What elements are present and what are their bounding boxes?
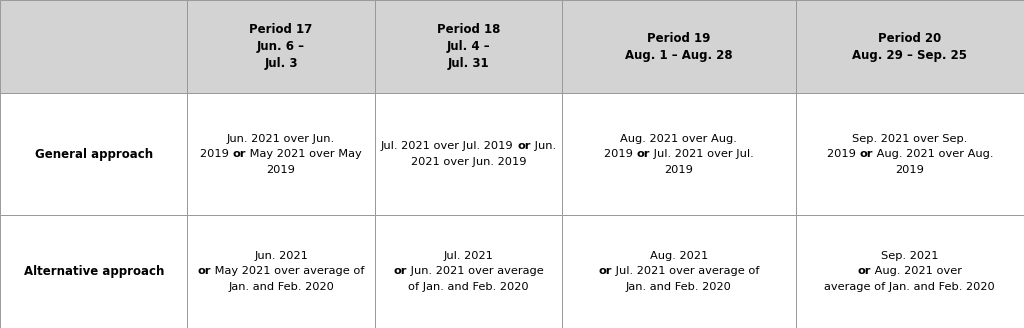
- Bar: [0, 93, 187, 215]
- Text: or: or: [198, 266, 211, 277]
- Text: or: or: [232, 149, 246, 159]
- Bar: [375, 0, 562, 93]
- Text: Jul. 2021: Jul. 2021: [443, 251, 494, 261]
- Bar: [187, 0, 375, 93]
- Text: 2019: 2019: [201, 149, 232, 159]
- Bar: [375, 93, 562, 215]
- Text: or: or: [859, 149, 872, 159]
- Bar: [562, 0, 796, 93]
- Text: or: or: [393, 266, 407, 277]
- Text: Aug. 2021 over: Aug. 2021 over: [871, 266, 963, 277]
- Text: 2019: 2019: [895, 165, 925, 174]
- Text: Jul. 2021 over average of: Jul. 2021 over average of: [612, 266, 760, 277]
- Text: of Jan. and Feb. 2020: of Jan. and Feb. 2020: [409, 282, 528, 292]
- Text: 2019: 2019: [826, 149, 859, 159]
- Text: or: or: [857, 266, 871, 277]
- Text: average of Jan. and Feb. 2020: average of Jan. and Feb. 2020: [824, 282, 995, 292]
- Text: Aug. 2021 over Aug.: Aug. 2021 over Aug.: [872, 149, 993, 159]
- Text: Jun. 2021 over average: Jun. 2021 over average: [407, 266, 544, 277]
- Text: General approach: General approach: [35, 148, 153, 161]
- Text: Period 20
Aug. 29 – Sep. 25: Period 20 Aug. 29 – Sep. 25: [852, 32, 968, 62]
- Text: 2021 over Jun. 2019: 2021 over Jun. 2019: [411, 157, 526, 167]
- Text: 2019: 2019: [665, 165, 693, 174]
- Bar: [796, 93, 1024, 215]
- Bar: [187, 215, 375, 328]
- Bar: [562, 215, 796, 328]
- Text: May 2021 over May: May 2021 over May: [246, 149, 361, 159]
- Text: Jan. and Feb. 2020: Jan. and Feb. 2020: [626, 282, 732, 292]
- Bar: [562, 93, 796, 215]
- Bar: [187, 93, 375, 215]
- Text: 2019: 2019: [604, 149, 637, 159]
- Text: Period 19
Aug. 1 – Aug. 28: Period 19 Aug. 1 – Aug. 28: [625, 32, 733, 62]
- Text: Sep. 2021: Sep. 2021: [881, 251, 939, 261]
- Text: May 2021 over average of: May 2021 over average of: [211, 266, 365, 277]
- Text: Jan. and Feb. 2020: Jan. and Feb. 2020: [228, 282, 334, 292]
- Text: Jun.: Jun.: [530, 141, 556, 152]
- Text: Aug. 2021: Aug. 2021: [650, 251, 708, 261]
- Bar: [375, 215, 562, 328]
- Text: Jul. 2021 over Jul. 2019: Jul. 2021 over Jul. 2019: [381, 141, 517, 152]
- Text: Jul. 2021 over Jul.: Jul. 2021 over Jul.: [650, 149, 754, 159]
- Bar: [0, 0, 187, 93]
- Text: or: or: [637, 149, 650, 159]
- Text: 2019: 2019: [266, 165, 296, 174]
- Text: Jun. 2021: Jun. 2021: [254, 251, 308, 261]
- Text: Period 17
Jun. 6 –
Jul. 3: Period 17 Jun. 6 – Jul. 3: [250, 23, 312, 70]
- Text: Period 18
Jul. 4 –
Jul. 31: Period 18 Jul. 4 – Jul. 31: [437, 23, 500, 70]
- Text: Sep. 2021 over Sep.: Sep. 2021 over Sep.: [852, 134, 968, 144]
- Text: or: or: [517, 141, 530, 152]
- Text: or: or: [598, 266, 612, 277]
- Text: Aug. 2021 over Aug.: Aug. 2021 over Aug.: [621, 134, 737, 144]
- Bar: [796, 215, 1024, 328]
- Text: Jun. 2021 over Jun.: Jun. 2021 over Jun.: [227, 134, 335, 144]
- Bar: [0, 215, 187, 328]
- Bar: [796, 0, 1024, 93]
- Text: Alternative approach: Alternative approach: [24, 265, 164, 278]
